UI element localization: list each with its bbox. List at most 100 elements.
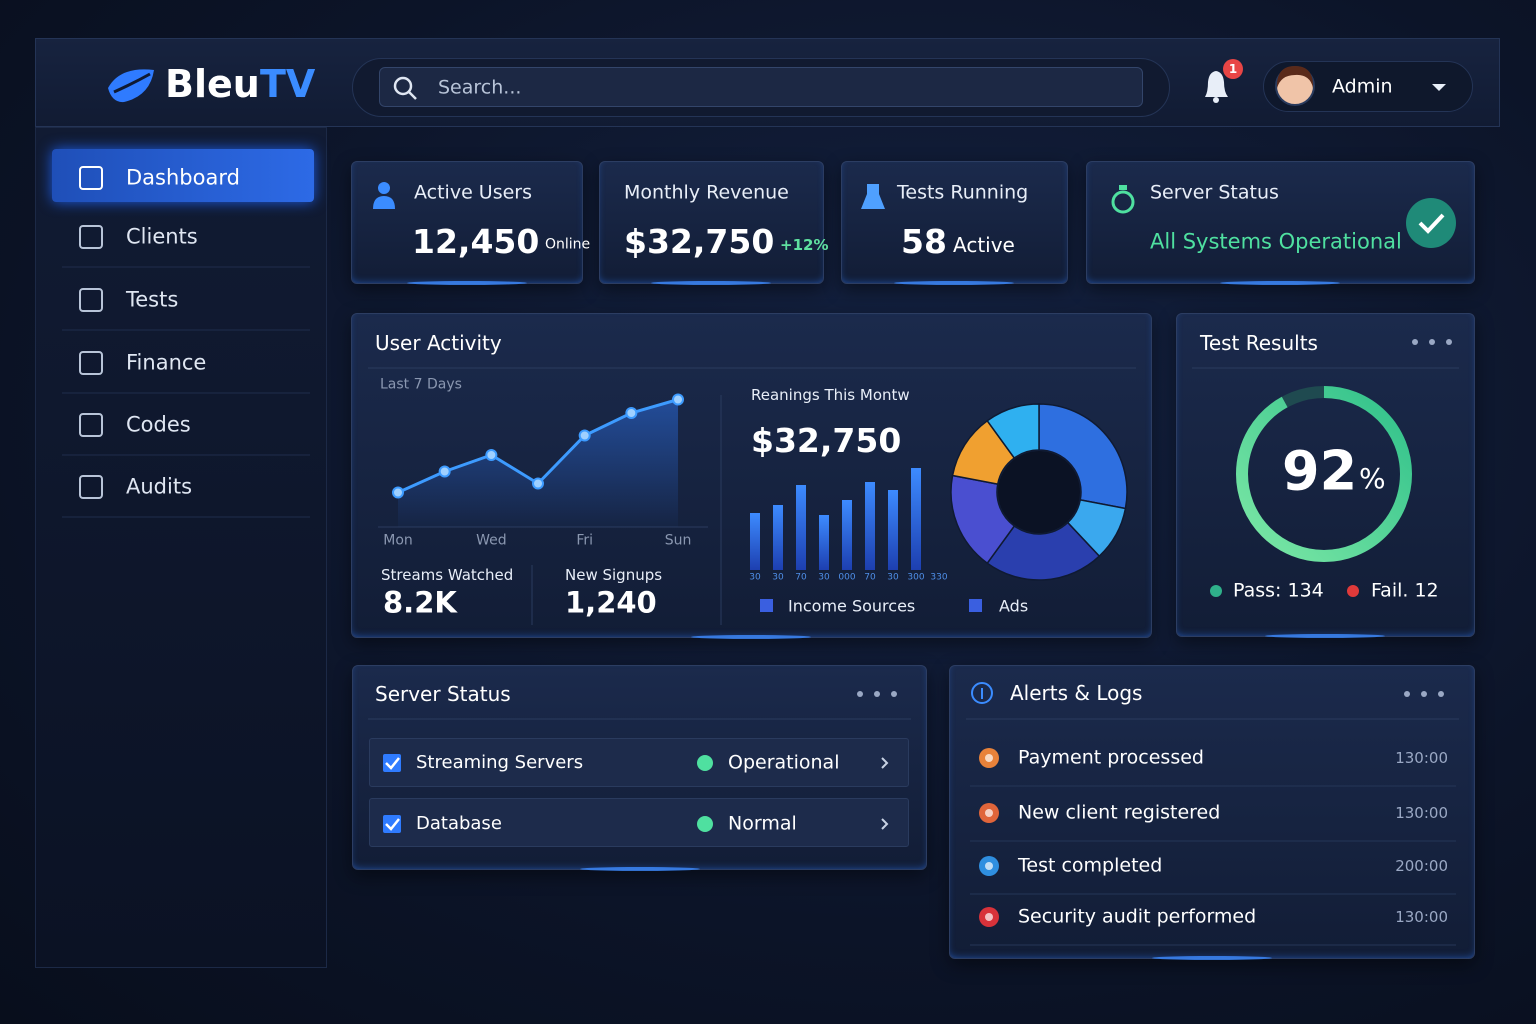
check-circle bbox=[1406, 198, 1456, 248]
status-icon bbox=[1119, 185, 1127, 190]
stat-note: +12% bbox=[780, 236, 829, 254]
legend-swatch bbox=[760, 599, 773, 612]
bar-label: 30 bbox=[818, 572, 830, 583]
brand: Bleu bbox=[165, 62, 260, 107]
bar bbox=[888, 490, 898, 570]
card-title: User Activity bbox=[375, 331, 502, 355]
stat-card bbox=[351, 161, 583, 284]
nav-icon bbox=[79, 225, 103, 249]
pass-label: Pass: 134 bbox=[1233, 579, 1324, 602]
nav-icon bbox=[79, 475, 103, 499]
nav-item[interactable]: Tests bbox=[126, 287, 179, 312]
nav-item[interactable]: Clients bbox=[126, 224, 198, 249]
glow bbox=[894, 281, 1014, 285]
user-icon bbox=[373, 196, 395, 209]
alert-icon-inner bbox=[985, 809, 993, 817]
stat-card bbox=[841, 161, 1068, 284]
bar-label: 30 bbox=[749, 572, 761, 583]
alert-text: Test completed bbox=[1018, 854, 1163, 877]
point bbox=[392, 486, 404, 499]
test-results-card bbox=[1176, 313, 1475, 637]
menu-dot bbox=[1412, 339, 1418, 345]
nav-active[interactable] bbox=[52, 149, 314, 202]
area bbox=[398, 399, 679, 527]
status-icon bbox=[1111, 190, 1135, 214]
alert-text: Security audit performed bbox=[1018, 905, 1257, 928]
bar-label: 30 bbox=[772, 572, 784, 583]
glow bbox=[580, 867, 700, 871]
bar-label: 330 bbox=[930, 572, 948, 583]
bell-icon bbox=[1205, 71, 1228, 97]
stat-label: Tests Running bbox=[897, 181, 1029, 204]
stat-label: Monthly Revenue bbox=[624, 181, 789, 204]
menu-dot bbox=[857, 691, 863, 697]
status-row[interactable] bbox=[369, 738, 909, 787]
metric-value: 1,240 bbox=[565, 585, 657, 620]
card-title: Server Status bbox=[375, 682, 511, 706]
point bbox=[485, 449, 498, 461]
fail-dot bbox=[1347, 585, 1359, 597]
notification-count: 1 bbox=[1228, 61, 1238, 76]
glow bbox=[1265, 634, 1385, 638]
nav-item[interactable]: Finance bbox=[126, 350, 207, 375]
x-tick-label: Fri bbox=[576, 532, 594, 549]
nav-item[interactable]: Audits bbox=[126, 474, 193, 499]
alert-text: New client registered bbox=[1018, 801, 1221, 824]
bar bbox=[819, 515, 829, 570]
menu-dot bbox=[1404, 691, 1410, 697]
alert-text: Payment processed bbox=[1018, 746, 1204, 769]
stat-note: Online bbox=[545, 236, 591, 253]
bar bbox=[865, 482, 875, 570]
glow bbox=[691, 635, 811, 639]
percent-value: 92 bbox=[1282, 439, 1358, 503]
bar-label: 70 bbox=[795, 572, 807, 583]
ring-progress bbox=[1236, 386, 1412, 562]
nav-icon bbox=[79, 166, 103, 190]
point bbox=[625, 407, 638, 419]
donut-slice bbox=[1038, 403, 1128, 510]
alert-icon-inner bbox=[985, 913, 993, 921]
metric-value: 8.2K bbox=[383, 585, 457, 620]
menu-dot bbox=[874, 691, 880, 697]
donut-slice bbox=[986, 521, 1101, 581]
server-status: Operational bbox=[728, 751, 840, 774]
nav-item[interactable]: Codes bbox=[126, 412, 191, 437]
status-row[interactable] bbox=[369, 798, 909, 847]
bar-label: 70 bbox=[864, 572, 876, 583]
glow bbox=[1220, 281, 1340, 285]
bar-label: 300 bbox=[907, 572, 925, 583]
stat-value: All Systems Operational bbox=[1150, 229, 1402, 254]
alert-icon-inner bbox=[985, 862, 993, 870]
search-icon bbox=[393, 76, 413, 96]
chevron bbox=[881, 818, 889, 830]
bar bbox=[796, 485, 806, 570]
chevron bbox=[881, 757, 889, 769]
earnings-title: Reanings This Montw bbox=[751, 386, 910, 404]
menu-dot bbox=[1421, 691, 1427, 697]
search-placeholder: Search... bbox=[438, 76, 522, 99]
stat-label: Server Status bbox=[1150, 181, 1279, 204]
donut-hole bbox=[998, 451, 1080, 533]
search-input[interactable] bbox=[379, 67, 1143, 107]
nav-icon bbox=[79, 288, 103, 312]
stat-value: $32,750 bbox=[624, 222, 775, 262]
card-title: Test Results bbox=[1200, 331, 1318, 355]
x-tick-label: Sun bbox=[664, 532, 692, 549]
legend-label: Income Sources bbox=[788, 596, 916, 616]
stat-label: Active Users bbox=[414, 181, 533, 204]
legend-label: Ads bbox=[999, 596, 1029, 616]
menu-dot bbox=[1446, 339, 1452, 345]
nav-item[interactable]: Dashboard bbox=[126, 165, 240, 190]
bar bbox=[750, 513, 760, 570]
point bbox=[672, 393, 685, 406]
user-icon bbox=[378, 182, 390, 194]
flask-icon bbox=[861, 184, 885, 209]
bar bbox=[911, 468, 921, 570]
glow bbox=[651, 281, 771, 285]
bar-label: 000 bbox=[838, 572, 856, 583]
metric-label: New Signups bbox=[565, 566, 663, 584]
search-icon bbox=[408, 91, 417, 100]
status-dot bbox=[697, 816, 713, 832]
alert-time: 130:00 bbox=[1395, 908, 1448, 926]
stat-note: Active bbox=[953, 233, 1015, 257]
